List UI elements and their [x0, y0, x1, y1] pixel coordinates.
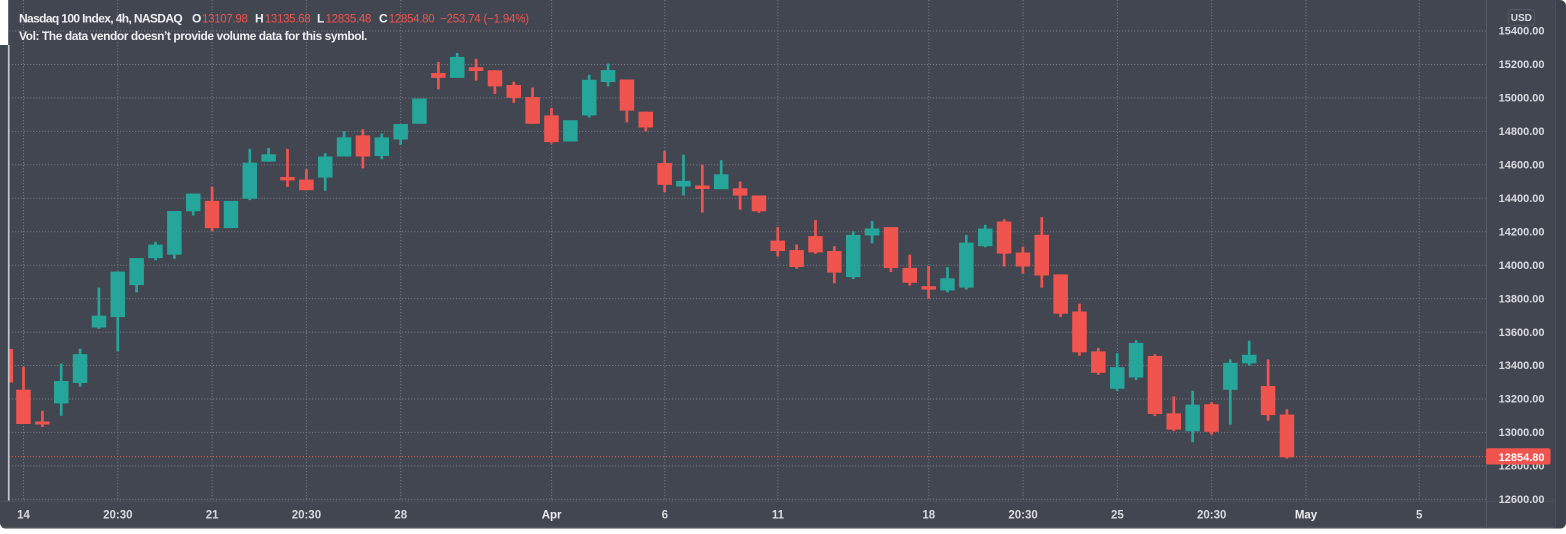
- svg-text:May: May: [1295, 509, 1318, 521]
- svg-text:15200.00: 15200.00: [1499, 59, 1545, 71]
- svg-text:13107.98: 13107.98: [202, 14, 248, 26]
- svg-text:13600.00: 13600.00: [1499, 327, 1545, 339]
- svg-text:13800.00: 13800.00: [1499, 293, 1545, 305]
- svg-text:15400.00: 15400.00: [1499, 26, 1545, 38]
- svg-text:14200.00: 14200.00: [1499, 226, 1545, 238]
- svg-text:28: 28: [394, 509, 407, 521]
- svg-text:H: H: [255, 12, 264, 26]
- svg-text:USD: USD: [1511, 13, 1532, 24]
- svg-text:21: 21: [206, 509, 219, 521]
- svg-text:5: 5: [1416, 509, 1423, 521]
- svg-text:14800.00: 14800.00: [1499, 126, 1545, 138]
- svg-text:25: 25: [1111, 509, 1124, 521]
- svg-text:12854.80: 12854.80: [1499, 452, 1545, 464]
- svg-text:12600.00: 12600.00: [1499, 494, 1545, 506]
- svg-text:20:30: 20:30: [1197, 509, 1226, 521]
- svg-text:6: 6: [662, 509, 668, 521]
- svg-text:Apr: Apr: [542, 509, 562, 521]
- svg-text:14: 14: [17, 509, 30, 521]
- svg-text:14000.00: 14000.00: [1499, 260, 1545, 272]
- svg-text:C: C: [379, 12, 388, 26]
- svg-text:13200.00: 13200.00: [1499, 394, 1545, 406]
- svg-text:13400.00: 13400.00: [1499, 360, 1545, 372]
- svg-text:15000.00: 15000.00: [1499, 93, 1545, 105]
- svg-text:12835.48: 12835.48: [326, 14, 372, 26]
- svg-text:11: 11: [772, 509, 785, 521]
- svg-text:14600.00: 14600.00: [1499, 160, 1545, 172]
- svg-text:L: L: [317, 12, 324, 26]
- svg-text:14400.00: 14400.00: [1499, 193, 1545, 205]
- svg-text:12854.80: 12854.80: [389, 14, 435, 26]
- svg-text:13000.00: 13000.00: [1499, 427, 1545, 439]
- svg-text:Vol: The data vendor doesn’t p: Vol: The data vendor doesn’t provide vol…: [19, 29, 367, 43]
- svg-text:−253.74 (−1.94%): −253.74 (−1.94%): [440, 14, 529, 26]
- svg-text:18: 18: [922, 509, 935, 521]
- svg-text:20:30: 20:30: [292, 509, 321, 521]
- svg-text:13135.68: 13135.68: [265, 14, 311, 26]
- svg-text:O: O: [192, 12, 201, 26]
- svg-text:20:30: 20:30: [1008, 509, 1037, 521]
- svg-text:Nasdaq 100 Index, 4h, NASDAQ: Nasdaq 100 Index, 4h, NASDAQ: [19, 12, 182, 26]
- svg-text:20:30: 20:30: [103, 509, 132, 521]
